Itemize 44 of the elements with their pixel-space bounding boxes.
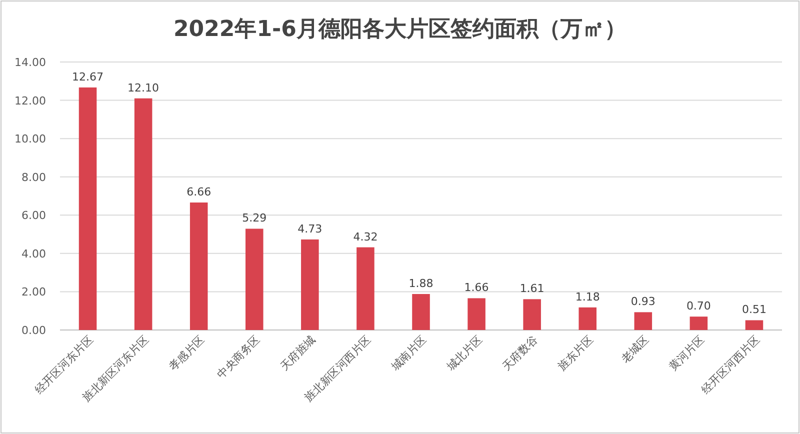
y-tick-label: 4.00: [22, 247, 46, 260]
x-tick-label: 旌东片区: [555, 332, 596, 374]
x-tick-label: 城南片区: [388, 332, 430, 374]
x-tick-label: 天府旌城: [278, 332, 318, 374]
data-label: 4.32: [353, 230, 378, 244]
x-tick-label: 老城区: [618, 332, 652, 366]
data-label: 6.66: [186, 186, 212, 199]
bar: [634, 312, 652, 330]
x-tick-label: 黄河片区: [666, 332, 707, 374]
y-tick-label: 8.00: [22, 170, 46, 184]
bar: [78, 87, 97, 330]
bar: [246, 228, 264, 330]
bar: [523, 299, 541, 330]
data-label: 0.70: [686, 300, 711, 313]
y-tick-label: 2.00: [22, 286, 46, 299]
data-label: 1.18: [575, 290, 600, 304]
x-tick-label: 孝感片区: [166, 332, 207, 374]
x-tick-label: 城北片区: [444, 332, 485, 374]
bar: [690, 316, 708, 330]
bar: [745, 320, 764, 330]
y-tick-label: 0.00: [22, 324, 46, 337]
data-label: 12.67: [72, 70, 104, 84]
data-label: 0.93: [630, 295, 656, 308]
bar: [578, 307, 596, 330]
bar: [412, 294, 430, 330]
y-tick-label: 12.00: [14, 94, 46, 108]
bar: [190, 202, 208, 330]
chart-title: 2022年1-6月德阳各大片区签约面积（万㎡）: [174, 17, 626, 42]
y-tick-label: 6.00: [22, 209, 46, 222]
data-label: 12.10: [128, 81, 160, 94]
bar: [301, 239, 319, 330]
data-label: 0.51: [742, 303, 766, 316]
data-label: 1.61: [520, 282, 544, 296]
data-label: 1.66: [464, 281, 489, 294]
y-tick-label: 10.00: [14, 132, 46, 146]
bar: [356, 247, 374, 330]
data-label: 4.73: [298, 222, 322, 236]
x-tick-label: 天府数谷: [500, 332, 540, 374]
data-label: 5.29: [242, 212, 267, 225]
data-label: 1.88: [408, 277, 434, 290]
bar: [134, 98, 152, 330]
x-tick-label: 中央商务区: [214, 332, 263, 382]
bar: [468, 298, 486, 330]
y-tick-label: 14.00: [14, 56, 46, 69]
